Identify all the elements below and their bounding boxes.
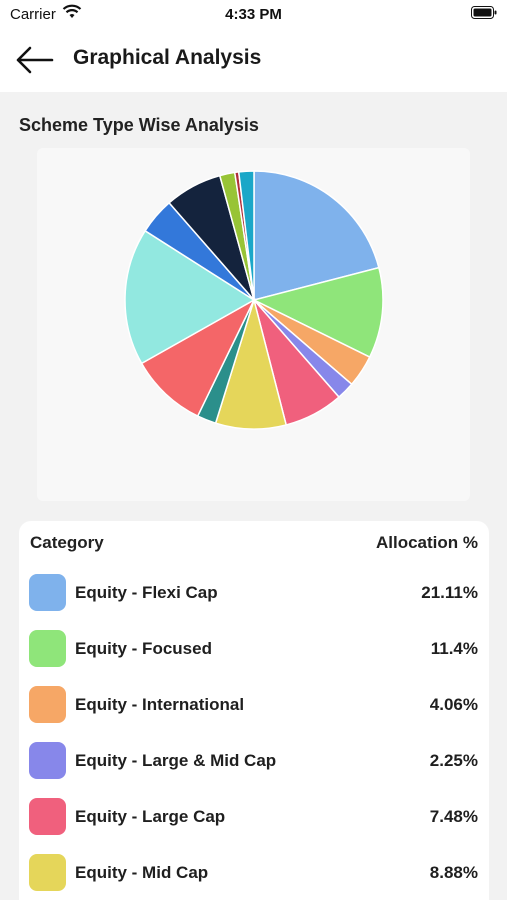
legend-value: 4.06% (429, 695, 478, 714)
legend-swatch (29, 854, 66, 891)
pie-chart (124, 170, 384, 430)
legend-row: Equity - Focused 11.4% (19, 621, 489, 677)
legend-row: Equity - International 4.06% (19, 677, 489, 733)
legend-value: 7.48% (429, 807, 478, 826)
legend-row: Equity - Large Cap 7.48% (19, 789, 489, 845)
legend-header: Category Allocation % (19, 521, 489, 565)
legend-label: Equity - Flexi Cap (75, 583, 218, 602)
wifi-icon (62, 4, 82, 18)
legend-label: Equity - Large & Mid Cap (75, 751, 277, 770)
pie-slice[interactable] (237, 170, 255, 301)
pie-slice[interactable] (140, 298, 256, 418)
app-header: Graphical Analysis (0, 28, 507, 92)
legend-value: 8.88% (429, 863, 478, 882)
allocation-header: Allocation % (375, 533, 478, 552)
legend-label: Equity - Focused (75, 639, 212, 658)
legend-swatch (29, 742, 66, 779)
status-bar: Carrier 4:33 PM (0, 0, 507, 28)
legend-swatch (29, 686, 66, 723)
pie-chart-card (37, 148, 470, 501)
legend-value: 2.25% (429, 751, 478, 770)
legend-row: Equity - Large & Mid Cap 2.25% (19, 733, 489, 789)
legend-card: Category Allocation % Equity - Flexi Cap… (19, 521, 489, 900)
legend-value: 21.11% (421, 583, 478, 602)
battery-icon (471, 6, 497, 19)
back-button[interactable] (12, 38, 56, 82)
legend-row: Equity - Flexi Cap 21.11% (19, 565, 489, 621)
legend-label: Equity - Mid Cap (75, 863, 209, 882)
arrow-left-icon (16, 46, 54, 74)
legend-swatch (29, 798, 66, 835)
legend-label: Equity - International (75, 695, 245, 714)
legend-swatch (29, 574, 66, 611)
legend-label: Equity - Large Cap (75, 807, 226, 826)
legend-value: 11.4% (430, 639, 478, 658)
status-time: 4:33 PM (225, 6, 282, 23)
pie-slice[interactable] (253, 170, 380, 301)
pie-slice[interactable] (124, 229, 256, 365)
category-header: Category (30, 533, 104, 552)
pie-slice[interactable] (251, 266, 384, 359)
legend-swatch (29, 630, 66, 667)
legend-row: Equity - Mid Cap 8.88% (19, 845, 489, 900)
page-title: Graphical Analysis (73, 46, 262, 69)
section-title: Scheme Type Wise Analysis (19, 115, 259, 135)
carrier-label: Carrier (10, 6, 56, 23)
